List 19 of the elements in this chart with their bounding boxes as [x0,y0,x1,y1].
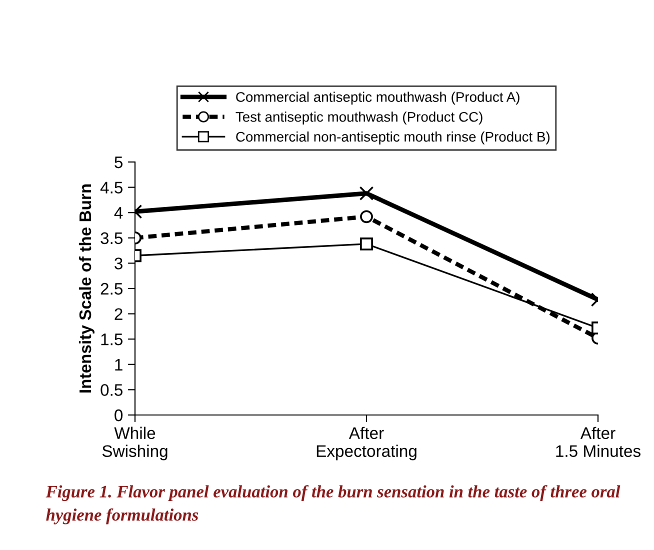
y-tick-label: 5 [114,156,122,168]
y-tick-label: 3 [114,258,122,270]
caption: Figure 1. Flavor panel evaluation of the burn sensation in the taste of three oral hygiene formulations [46,485,620,524]
x-tick-label: After 1.5 Minutes [556,426,640,457]
y-tick-label: 2.5 [100,282,122,295]
y-tick-label: 2 [114,308,122,320]
y-tick-label: 1.5 [101,334,122,346]
y-tick-label: 0.5 [100,384,122,396]
y-tick-label: 1 [115,358,122,370]
legend-label: Test antiseptic mouthwash (Product CC) [236,112,482,125]
y-axis-title: Intensity Scale of the Burn [78,184,94,392]
x-tick-label: While Swishing [102,426,168,460]
legend-label: Commercial non-antiseptic mouth rinse (Product B) [236,131,550,144]
x-tick-label: After Expectorating [316,426,416,460]
y-tick-label: 4.5 [100,182,122,194]
y-tick-label: 0 [114,409,123,422]
y-tick-label: 4 [114,207,123,219]
y-tick-label: 3.5 [100,232,122,244]
legend-label: Commercial antiseptic mouthwash (Product A) [236,92,520,105]
